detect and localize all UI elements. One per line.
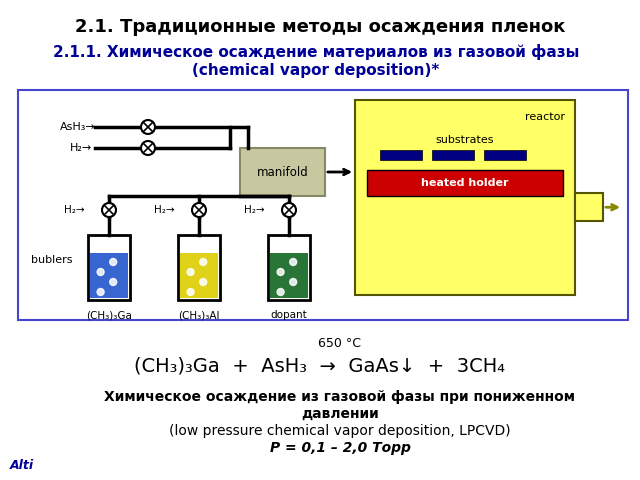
Circle shape (187, 268, 194, 276)
Circle shape (102, 203, 116, 217)
Text: Alti: Alti (10, 459, 34, 472)
Circle shape (97, 288, 104, 296)
Circle shape (192, 203, 206, 217)
Text: (CH₃)₃Ga: (CH₃)₃Ga (86, 310, 132, 320)
Bar (268, 235, 310, 300)
Circle shape (277, 268, 284, 276)
Text: reactor: reactor (525, 112, 565, 122)
Bar (355, 100, 575, 295)
Circle shape (200, 259, 207, 265)
Bar (575, 193, 603, 221)
Circle shape (282, 203, 296, 217)
Bar (180, 252, 218, 298)
Circle shape (109, 259, 116, 265)
Text: 2.1. Традиционные методы осаждения пленок: 2.1. Традиционные методы осаждения плено… (75, 18, 565, 36)
Bar (240, 148, 325, 196)
Text: dopant: dopant (271, 310, 307, 320)
Text: H₂→: H₂→ (70, 143, 92, 153)
Circle shape (277, 288, 284, 296)
Text: P = 0,1 – 2,0 Торр: P = 0,1 – 2,0 Торр (269, 441, 410, 455)
Bar (178, 235, 220, 300)
Text: heated holder: heated holder (421, 178, 509, 188)
Circle shape (200, 278, 207, 286)
Text: substrates: substrates (436, 135, 494, 145)
Text: H₂→: H₂→ (244, 205, 265, 215)
Text: 2.1.1. Химическое осаждение материалов из газовой фазы: 2.1.1. Химическое осаждение материалов и… (53, 44, 579, 60)
Bar (484, 150, 526, 160)
Text: bublers: bublers (31, 255, 73, 265)
Bar (88, 235, 130, 300)
Circle shape (187, 288, 194, 296)
Text: manifold: manifold (257, 166, 308, 179)
Bar (90, 252, 128, 298)
Text: (low pressure chemical vapor deposition, LPCVD): (low pressure chemical vapor deposition,… (169, 424, 511, 438)
Text: AsH₃→: AsH₃→ (60, 122, 96, 132)
Circle shape (97, 268, 104, 276)
Bar (380, 150, 422, 160)
Bar (367, 170, 563, 196)
Text: 650 °C: 650 °C (319, 337, 362, 350)
Text: давлении: давлении (301, 407, 379, 421)
Text: (chemical vapor deposition)*: (chemical vapor deposition)* (192, 63, 440, 78)
Circle shape (290, 278, 297, 286)
Text: H₂→: H₂→ (154, 205, 175, 215)
Text: (CH₃)₃Al: (CH₃)₃Al (179, 310, 220, 320)
Circle shape (141, 141, 155, 155)
Circle shape (109, 278, 116, 286)
Text: H₂→: H₂→ (65, 205, 85, 215)
Text: (CH₃)₃Ga  +  AsH₃  →  GaAs↓  +  3CH₄: (CH₃)₃Ga + AsH₃ → GaAs↓ + 3CH₄ (134, 357, 506, 376)
Bar (18, 90, 628, 320)
Bar (432, 150, 474, 160)
Circle shape (290, 259, 297, 265)
Text: Химическое осаждение из газовой фазы при пониженном: Химическое осаждение из газовой фазы при… (104, 390, 575, 404)
Bar (270, 252, 308, 298)
Circle shape (141, 120, 155, 134)
